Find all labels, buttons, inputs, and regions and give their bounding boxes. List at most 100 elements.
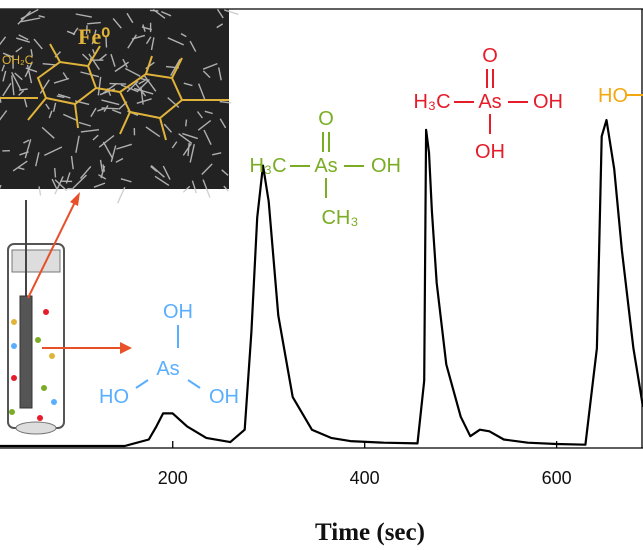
fiber-texture (15, 46, 23, 53)
fiber-texture (14, 72, 23, 81)
fiber-texture (12, 160, 28, 172)
fiber-texture (54, 168, 57, 178)
fiber-texture (11, 71, 22, 91)
svg-text:HO: HO (598, 85, 628, 107)
fiber-texture (219, 118, 227, 129)
fiber-texture (109, 82, 127, 85)
dma-structure: O H₃C As OH CH₃ (249, 108, 401, 229)
fiber-texture (65, 172, 71, 184)
fiber-texture (48, 110, 53, 119)
fiber-texture (191, 180, 197, 194)
fiber-texture (136, 79, 150, 92)
fiber-texture (97, 76, 102, 96)
column-cartridge-icon (7, 192, 132, 435)
fiber-texture (167, 97, 180, 108)
fiber-texture (145, 36, 152, 45)
fiber-texture (145, 126, 161, 138)
mma-structure: O H₃C As OH OH (413, 45, 563, 163)
fiber-texture (82, 53, 89, 61)
fiber-texture (24, 139, 32, 159)
fiber-texture (204, 110, 213, 115)
svg-text:OH: OH (371, 155, 401, 177)
fiber-texture (136, 98, 152, 104)
fiber-texture (221, 169, 229, 176)
svg-text:As: As (156, 358, 179, 380)
fiber-texture (133, 87, 154, 95)
fiber-texture (182, 143, 192, 156)
fiber-texture (66, 30, 76, 35)
fiber-texture (189, 144, 195, 163)
fiber-texture (150, 37, 155, 51)
fiber-texture (112, 109, 122, 114)
svg-text:OH: OH (475, 141, 505, 163)
fiber-texture (98, 134, 115, 148)
fiber-texture (201, 163, 213, 175)
fiber-texture (0, 36, 7, 46)
fiber-texture (98, 174, 107, 180)
fiber-texture (140, 86, 144, 105)
signal-trace (0, 118, 643, 448)
svg-text:H₃C: H₃C (249, 155, 286, 177)
fiber-texture (0, 184, 2, 190)
fiber-texture (53, 77, 70, 84)
fiber-texture (56, 95, 65, 99)
fiber-texture (45, 103, 50, 110)
fiber-texture (197, 119, 212, 131)
fiber-texture (189, 40, 197, 52)
fiber-texture (203, 129, 212, 146)
fiber-texture (183, 82, 193, 87)
fiber-texture (72, 174, 87, 189)
fiber-texture (26, 64, 33, 84)
fiber-texture (92, 134, 99, 141)
svg-text:O: O (318, 108, 334, 130)
fiber-texture (101, 99, 120, 106)
fiber-texture (162, 165, 171, 180)
fiber-texture (79, 165, 92, 179)
svg-text:As: As (478, 91, 501, 113)
as3-structure: OH As HO OH (99, 301, 239, 408)
fiber-texture (116, 143, 133, 150)
fiber-texture (102, 164, 106, 172)
fiber-texture (75, 135, 80, 153)
fiber-texture (51, 178, 58, 190)
fiber-texture (115, 157, 124, 163)
fiber-texture (112, 17, 122, 29)
fiber-texture (154, 175, 170, 186)
fiber-texture (35, 152, 40, 167)
as5-structure: HO (598, 85, 643, 107)
svg-text:HO: HO (99, 386, 129, 408)
fiber-texture (138, 79, 146, 85)
fiber-texture (38, 15, 45, 18)
fiber-texture (178, 133, 193, 144)
fiber-texture (167, 37, 184, 46)
fiber-texture (212, 152, 222, 156)
fiber-texture (182, 132, 199, 140)
fiber-texture (141, 26, 152, 31)
fiber-texture (11, 75, 15, 96)
fiber-texture (163, 123, 173, 133)
fiber-texture (98, 53, 107, 61)
fiber-texture (88, 53, 100, 70)
fiber-texture (126, 80, 139, 93)
fiber-texture (24, 62, 33, 78)
fiber-texture (126, 12, 134, 24)
fiber-texture (218, 67, 222, 81)
fiber-texture (85, 25, 88, 35)
fiber-texture (97, 107, 105, 112)
fiber-texture (62, 72, 69, 80)
fiber-texture (105, 37, 108, 48)
fiber-texture (223, 9, 239, 16)
fiber-texture (39, 79, 50, 94)
fiber-texture (2, 70, 7, 82)
fiber-texture (216, 8, 224, 19)
fiber-texture (120, 84, 139, 93)
fiber-texture (91, 29, 97, 45)
fiber-texture (78, 121, 91, 127)
fiber-texture (87, 21, 101, 25)
fiber-texture (114, 61, 129, 73)
fiber-texture (54, 179, 68, 192)
fiber-texture (17, 166, 25, 171)
fiber-texture (17, 10, 32, 25)
fiber-texture (152, 8, 166, 19)
